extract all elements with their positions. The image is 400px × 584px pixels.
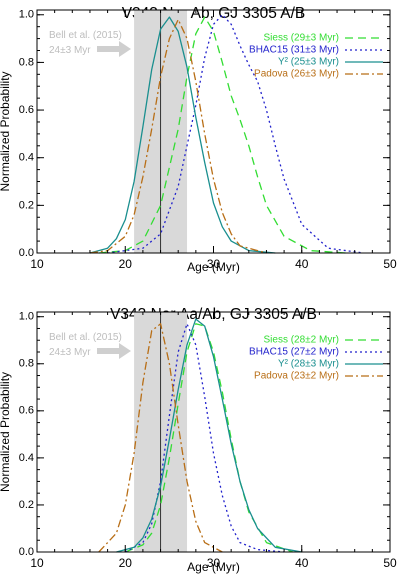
legend-entry: BHAC15 (31±3 Myr) bbox=[249, 45, 339, 56]
y-tick-label: 0.6 bbox=[19, 405, 34, 417]
legend-entry: Siess (29±3 Myr) bbox=[263, 33, 339, 44]
series-line-padova bbox=[89, 18, 267, 254]
y-tick-label: 1.0 bbox=[19, 311, 34, 323]
x-tick-label: 40 bbox=[295, 556, 309, 570]
y-tick-label: 0.0 bbox=[19, 247, 34, 259]
legend-entry: BHAC15 (27±2 Myr) bbox=[249, 347, 339, 358]
x-tick-label: 20 bbox=[119, 556, 133, 570]
series-line-y bbox=[89, 16, 276, 254]
series-line-siess bbox=[98, 16, 346, 254]
reference-value-label: 24±3 Myr bbox=[49, 45, 91, 56]
y-tick-label: 0.2 bbox=[19, 499, 34, 511]
legend-entry: Y² (28±3 Myr) bbox=[278, 359, 339, 370]
legend-entry: Padova (26±3 Myr) bbox=[254, 69, 339, 80]
x-tick-label: 50 bbox=[383, 257, 397, 271]
reference-arrow-head bbox=[119, 41, 131, 57]
reference-arrow-shaft bbox=[97, 348, 119, 354]
y-axis-label: Normalized Probability bbox=[0, 71, 12, 191]
x-tick-label: 30 bbox=[207, 257, 221, 271]
reference-arrow-head bbox=[119, 343, 131, 359]
y-tick-label: 0.4 bbox=[19, 152, 34, 164]
y-tick-label: 0.4 bbox=[19, 452, 34, 464]
y-tick-label: 0.8 bbox=[19, 56, 34, 68]
reference-label: Bell et al. (2015) bbox=[49, 30, 122, 41]
y-axis-label: Normalized Probability bbox=[0, 372, 12, 492]
x-tick-label: 30 bbox=[207, 556, 221, 570]
y-tick-label: 0.2 bbox=[19, 199, 34, 211]
y-tick-label: 0.8 bbox=[19, 358, 34, 370]
legend-entry: Siess (28±2 Myr) bbox=[263, 335, 339, 346]
legend-entry: Y² (25±3 Myr) bbox=[278, 57, 339, 68]
x-tick-label: 50 bbox=[383, 556, 397, 570]
x-tick-label: 10 bbox=[30, 257, 44, 271]
reference-arrow-shaft bbox=[97, 46, 119, 52]
y-tick-label: 0.6 bbox=[19, 104, 34, 116]
x-axis-label: Age (Myr) bbox=[187, 260, 240, 274]
series-line-padova bbox=[98, 323, 223, 553]
reference-value-label: 24±3 Myr bbox=[49, 347, 91, 358]
y-tick-label: 1.0 bbox=[19, 9, 34, 21]
y-tick-label: 0.0 bbox=[19, 546, 34, 558]
x-tick-label: 20 bbox=[119, 257, 133, 271]
reference-label: Bell et al. (2015) bbox=[49, 332, 122, 343]
series-line-bhac15 bbox=[107, 14, 364, 254]
legend-entry: Padova (23±2 Myr) bbox=[254, 371, 339, 382]
x-axis-label: Age (Myr) bbox=[187, 560, 240, 574]
x-tick-label: 10 bbox=[30, 556, 44, 570]
x-tick-label: 40 bbox=[295, 257, 309, 271]
series-line-y bbox=[116, 318, 302, 553]
